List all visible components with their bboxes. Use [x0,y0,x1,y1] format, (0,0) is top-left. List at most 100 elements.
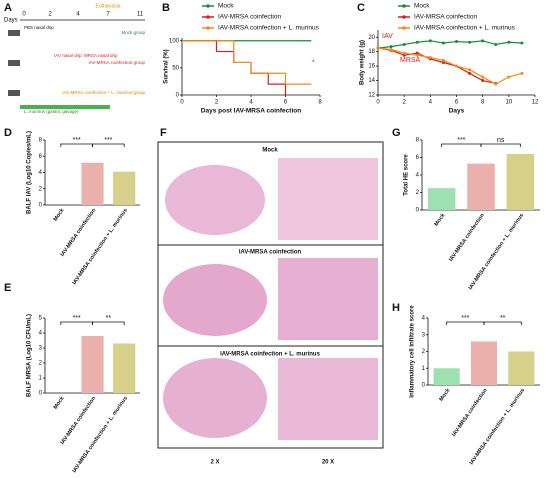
mouse-icon [8,30,20,36]
point [441,61,445,64]
legend-marker [402,26,406,30]
x-axis-label: Days [449,108,465,115]
legend-label: IAV-MRSA coinfection + L. murinus [414,25,516,32]
legend-marker [402,4,406,8]
point [468,40,472,44]
point [402,53,406,57]
x-tick-label: 6 [284,100,288,106]
x-tick-label: 8 [318,100,322,106]
mouse-icon [8,90,20,96]
annotation: *** [73,315,81,322]
annotation: IAV [382,33,393,40]
x-tick-label: Mock [434,212,448,228]
y-tick-label: 14 [368,78,375,84]
y-tick-label: 18 [368,49,375,55]
x-tick-label: Mock [53,207,67,223]
annotation: MRSA [400,57,421,64]
point [520,41,524,45]
step-label: IAV nasal drip [54,53,82,58]
y-tick-label: 20 [368,35,375,41]
group-label: IAV-MRSA coinfection group [89,60,146,65]
series-line [182,40,312,85]
x-tick-label: IAV-MRSA coinfection [60,395,98,446]
legend-marker [206,26,210,30]
point [455,64,458,68]
annotation: ns [497,137,505,144]
y-tick-label: 6 [39,154,43,160]
point [415,40,419,44]
day-label: 11 [137,12,144,18]
point [376,46,380,50]
legend-label: Mock [218,3,234,10]
y-tick-label: 3 [422,332,426,338]
series-line [377,40,522,49]
x-tick-label: Mock [53,395,67,411]
y-tick-label: 16 [368,64,375,70]
group-label: Mock group [121,30,145,35]
step-label: MRSA nasal drip [84,53,118,58]
day-label: 7 [106,12,110,18]
y-tick-label: 8 [39,138,43,144]
point [428,55,432,59]
point [415,51,419,55]
point [507,40,511,44]
y-tick-label: 2 [39,186,43,192]
y-tick-label: 3 [39,346,43,352]
x-tick-label: Mock [439,387,453,403]
significance-bracket [446,321,485,325]
panel-label: A [4,2,12,14]
point [389,48,393,51]
histology [157,141,384,449]
row-title: IAV-MRSA coinfection + L. murinus [220,352,321,358]
significance-bracket [480,143,521,147]
x-tick-label: IAV-MRSA coinfection [448,212,486,263]
y-tick-label: 4 [422,316,426,322]
x-tick-label: 6 [455,100,459,106]
x-tick-label: IAV-MRSA coinfection + L. murinus [72,208,129,286]
point [481,75,485,79]
y-axis-label: Survival (%) [164,49,170,83]
x-tick-label: 8 [481,100,485,106]
bar [508,351,535,385]
magnification: 2 X [210,460,219,466]
histology-frame [157,141,384,449]
x-tick-label: IAV-MRSA coinfection [60,207,98,258]
step-label: L. murinus (gastric gavage) [24,109,79,114]
schematic [8,19,145,109]
y-tick-label: 4 [39,170,43,176]
panel-label: H [392,302,400,314]
mouse-icon [8,60,20,66]
days-label: Days [4,18,18,24]
point [441,41,445,45]
tissue-20x [278,258,378,340]
y-tick-label: 8 [416,138,420,144]
y-tick-label: 100 [169,38,180,44]
legend-label: Mock [414,3,430,10]
significance-bracket [92,321,125,325]
bar [433,368,460,385]
x-tick-label: 4 [249,100,253,106]
significance-bracket [483,321,522,325]
y-tick-label: 0 [39,203,43,209]
point [507,75,511,79]
significance-bracket [92,143,125,147]
bar [427,188,456,210]
panel-label: E [4,282,11,294]
tissue-2x [163,358,267,438]
x-tick-label: 2 [402,100,406,106]
day-label: 4 [76,12,80,18]
point [389,45,393,49]
point [494,82,498,86]
y-tick-label: 0 [416,208,420,214]
point [468,68,472,72]
bar [470,341,498,385]
point [415,53,419,57]
legend-label: IAV-MRSA coinfection [218,14,281,21]
x-tick-label: 0 [376,100,380,106]
legend-label: IAV-MRSA coinfection + L. murinus [218,25,320,32]
bar [113,343,136,393]
y-axis-label: BALF MRSA (Log10 CFU/mL) [27,314,33,397]
bar [81,162,104,205]
bar [467,163,495,210]
y-tick-label: 0 [176,93,180,99]
